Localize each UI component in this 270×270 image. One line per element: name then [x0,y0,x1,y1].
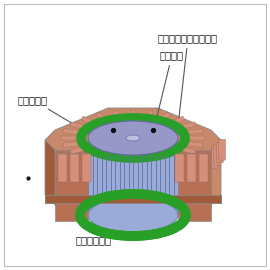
FancyBboxPatch shape [214,145,221,166]
Bar [138,154,149,182]
Polygon shape [81,116,97,126]
Bar [88,155,178,215]
Ellipse shape [88,198,178,232]
Polygon shape [131,158,135,166]
Bar [58,154,67,182]
Polygon shape [131,110,135,118]
Bar [95,154,106,182]
Polygon shape [158,112,170,123]
Text: ロータコア: ロータコア [18,95,103,141]
Polygon shape [178,122,196,130]
Ellipse shape [126,135,140,141]
Polygon shape [183,129,203,135]
Polygon shape [113,110,122,120]
Text: かご（エンドリング）: かご（エンドリング） [158,33,218,123]
Bar [178,153,211,221]
Polygon shape [145,110,153,120]
Polygon shape [185,136,205,140]
Polygon shape [55,150,211,205]
Polygon shape [81,150,97,160]
Bar [187,154,196,182]
FancyBboxPatch shape [216,142,223,163]
Bar [117,154,128,182]
Polygon shape [70,122,89,130]
Polygon shape [211,140,221,205]
Polygon shape [178,146,196,154]
Polygon shape [45,140,55,205]
Bar [82,154,91,182]
Bar [70,154,79,182]
Polygon shape [63,129,83,135]
Polygon shape [45,195,221,203]
Polygon shape [70,146,89,154]
Bar [199,154,208,182]
Text: ステータコア: ステータコア [75,222,111,245]
Polygon shape [158,154,170,164]
Polygon shape [113,156,122,166]
Polygon shape [45,108,221,166]
Bar [73,154,84,182]
FancyBboxPatch shape [218,140,225,160]
Text: かご（バー）: かご（バー） [170,189,206,200]
Bar [160,154,171,182]
Ellipse shape [88,121,178,155]
Polygon shape [169,116,185,126]
Text: ボルト穴: ボルト穴 [154,50,184,130]
FancyBboxPatch shape [211,147,218,168]
Polygon shape [96,112,108,123]
Bar [55,153,88,221]
Polygon shape [183,141,203,147]
Polygon shape [145,156,153,166]
Polygon shape [63,141,83,147]
Polygon shape [61,136,81,140]
Bar [182,154,193,182]
Bar [175,154,184,182]
Polygon shape [169,150,185,160]
Polygon shape [96,154,108,164]
Polygon shape [45,195,221,203]
